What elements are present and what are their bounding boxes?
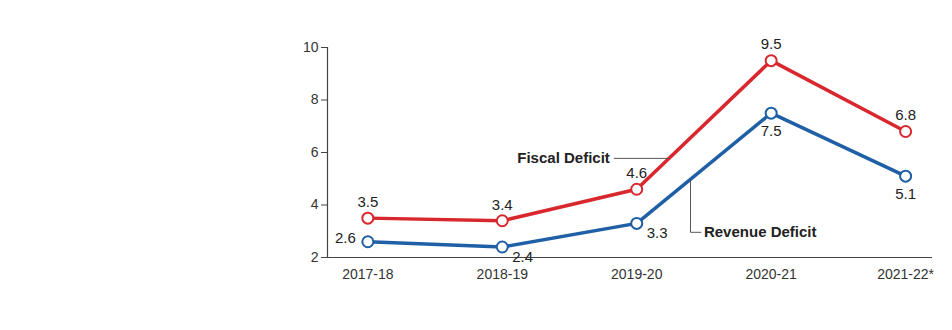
svg-text:2017-18: 2017-18 (342, 266, 394, 282)
svg-text:9.5: 9.5 (761, 35, 782, 52)
svg-text:3.5: 3.5 (357, 193, 378, 210)
svg-text:2021-22*: 2021-22* (877, 266, 934, 282)
svg-text:Fiscal Deficit: Fiscal Deficit (517, 149, 610, 166)
svg-text:5.1: 5.1 (895, 185, 916, 202)
svg-text:2018-19: 2018-19 (477, 266, 529, 282)
svg-text:3.3: 3.3 (647, 224, 668, 241)
svg-text:2.4: 2.4 (512, 248, 533, 265)
svg-text:2: 2 (311, 249, 319, 265)
svg-text:2.6: 2.6 (335, 229, 356, 246)
svg-text:4.6: 4.6 (626, 164, 647, 181)
svg-text:6.8: 6.8 (895, 106, 916, 123)
svg-text:2019-20: 2019-20 (611, 266, 663, 282)
svg-text:6: 6 (311, 144, 319, 160)
svg-text:2020-21: 2020-21 (745, 266, 797, 282)
svg-text:3.4: 3.4 (492, 196, 513, 213)
svg-text:Revenue Deficit: Revenue Deficit (704, 223, 817, 240)
svg-text:10: 10 (303, 39, 319, 55)
svg-text:4: 4 (311, 196, 319, 212)
svg-text:8: 8 (311, 91, 319, 107)
svg-text:7.5: 7.5 (761, 122, 782, 139)
